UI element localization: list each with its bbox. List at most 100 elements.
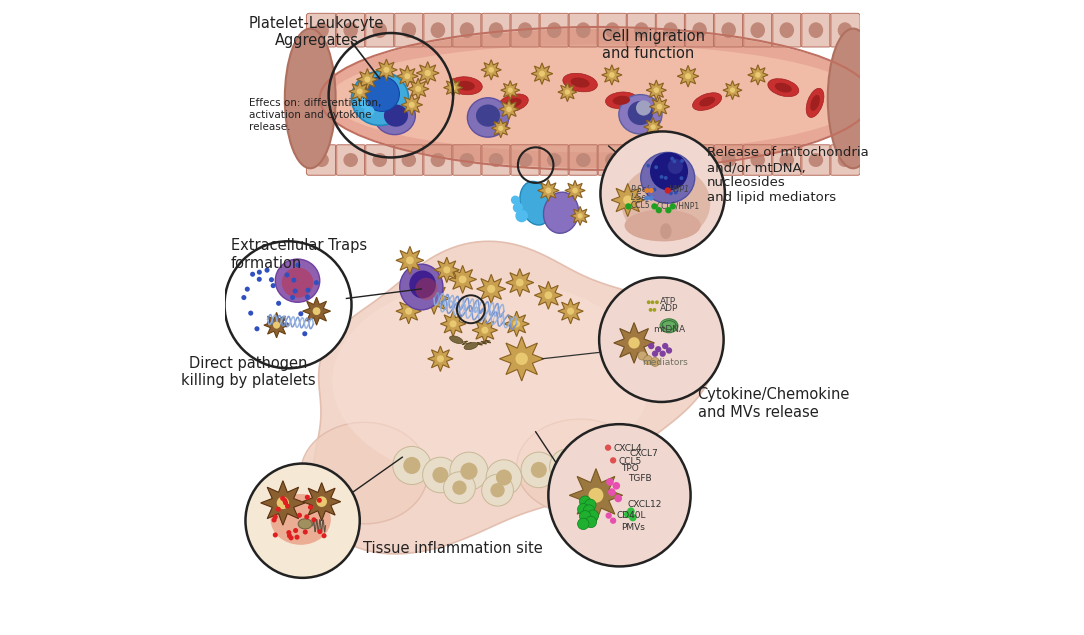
Circle shape — [292, 277, 296, 283]
Ellipse shape — [401, 22, 416, 38]
Circle shape — [452, 481, 466, 495]
Circle shape — [437, 355, 444, 363]
Text: TPO: TPO — [621, 464, 640, 473]
Polygon shape — [481, 60, 502, 80]
FancyBboxPatch shape — [772, 145, 802, 175]
Circle shape — [275, 507, 281, 512]
Circle shape — [578, 518, 589, 530]
Ellipse shape — [693, 93, 722, 110]
FancyBboxPatch shape — [713, 145, 744, 175]
Circle shape — [298, 311, 304, 316]
Circle shape — [605, 444, 611, 451]
Polygon shape — [302, 483, 340, 521]
Text: Platelet-Leukocyte
Aggregates: Platelet-Leukocyte Aggregates — [249, 16, 384, 48]
Circle shape — [271, 283, 275, 288]
FancyBboxPatch shape — [423, 145, 453, 175]
Circle shape — [655, 346, 661, 352]
Circle shape — [433, 467, 449, 483]
Polygon shape — [570, 206, 590, 225]
Polygon shape — [565, 180, 585, 201]
Circle shape — [267, 321, 272, 326]
Text: P-Sel: P-Sel — [631, 185, 649, 194]
Ellipse shape — [430, 22, 446, 38]
Ellipse shape — [489, 153, 503, 167]
Ellipse shape — [628, 101, 654, 125]
Polygon shape — [440, 311, 466, 337]
Circle shape — [461, 462, 478, 480]
FancyBboxPatch shape — [393, 13, 424, 47]
Ellipse shape — [612, 96, 630, 105]
Polygon shape — [569, 469, 622, 522]
Ellipse shape — [518, 153, 532, 167]
Ellipse shape — [344, 153, 358, 167]
Text: Tissue inflammation site: Tissue inflammation site — [363, 541, 543, 556]
Circle shape — [293, 528, 298, 533]
Ellipse shape — [450, 77, 482, 95]
Circle shape — [657, 104, 662, 109]
Polygon shape — [428, 346, 453, 371]
Circle shape — [601, 131, 725, 256]
Ellipse shape — [775, 83, 791, 93]
Polygon shape — [473, 318, 498, 343]
Circle shape — [670, 203, 676, 210]
Circle shape — [580, 511, 591, 522]
Circle shape — [429, 294, 439, 303]
Circle shape — [302, 331, 307, 337]
Polygon shape — [376, 59, 397, 81]
Circle shape — [415, 86, 422, 92]
Text: L-Sel: L-Sel — [631, 193, 649, 202]
Circle shape — [306, 288, 311, 293]
FancyBboxPatch shape — [539, 13, 569, 47]
Circle shape — [282, 498, 287, 503]
Circle shape — [664, 187, 671, 194]
Ellipse shape — [641, 152, 695, 203]
Circle shape — [648, 196, 654, 201]
Ellipse shape — [634, 153, 648, 167]
Circle shape — [606, 512, 611, 519]
Circle shape — [651, 203, 658, 210]
Text: CXCL12: CXCL12 — [628, 500, 662, 509]
FancyBboxPatch shape — [335, 13, 365, 47]
FancyBboxPatch shape — [364, 13, 395, 47]
Ellipse shape — [693, 153, 707, 167]
Circle shape — [284, 323, 289, 328]
Circle shape — [516, 352, 528, 365]
Ellipse shape — [663, 22, 678, 38]
Polygon shape — [723, 81, 743, 100]
Circle shape — [550, 449, 585, 485]
Circle shape — [286, 530, 292, 535]
Ellipse shape — [563, 73, 597, 92]
Polygon shape — [408, 78, 429, 100]
Circle shape — [224, 241, 351, 368]
Ellipse shape — [499, 94, 528, 112]
Circle shape — [283, 500, 288, 505]
Circle shape — [423, 457, 459, 493]
Polygon shape — [500, 337, 544, 381]
Circle shape — [269, 277, 274, 282]
Ellipse shape — [351, 72, 409, 126]
Ellipse shape — [721, 22, 736, 38]
Circle shape — [637, 351, 647, 360]
FancyBboxPatch shape — [627, 145, 657, 175]
Circle shape — [615, 495, 622, 502]
Circle shape — [655, 165, 658, 169]
Ellipse shape — [660, 319, 675, 331]
Circle shape — [589, 488, 604, 503]
Ellipse shape — [333, 279, 650, 483]
Ellipse shape — [384, 105, 408, 127]
Ellipse shape — [809, 22, 823, 38]
Ellipse shape — [400, 264, 443, 310]
FancyBboxPatch shape — [597, 13, 628, 47]
Polygon shape — [646, 80, 667, 100]
Polygon shape — [748, 65, 769, 85]
Polygon shape — [538, 180, 559, 201]
Circle shape — [584, 499, 596, 511]
Circle shape — [296, 262, 300, 267]
Polygon shape — [418, 283, 450, 314]
Circle shape — [495, 469, 512, 486]
FancyBboxPatch shape — [597, 145, 628, 175]
Circle shape — [588, 510, 598, 521]
Polygon shape — [260, 481, 305, 525]
Circle shape — [644, 196, 649, 201]
Text: CCL5/HNP1: CCL5/HNP1 — [656, 201, 699, 210]
